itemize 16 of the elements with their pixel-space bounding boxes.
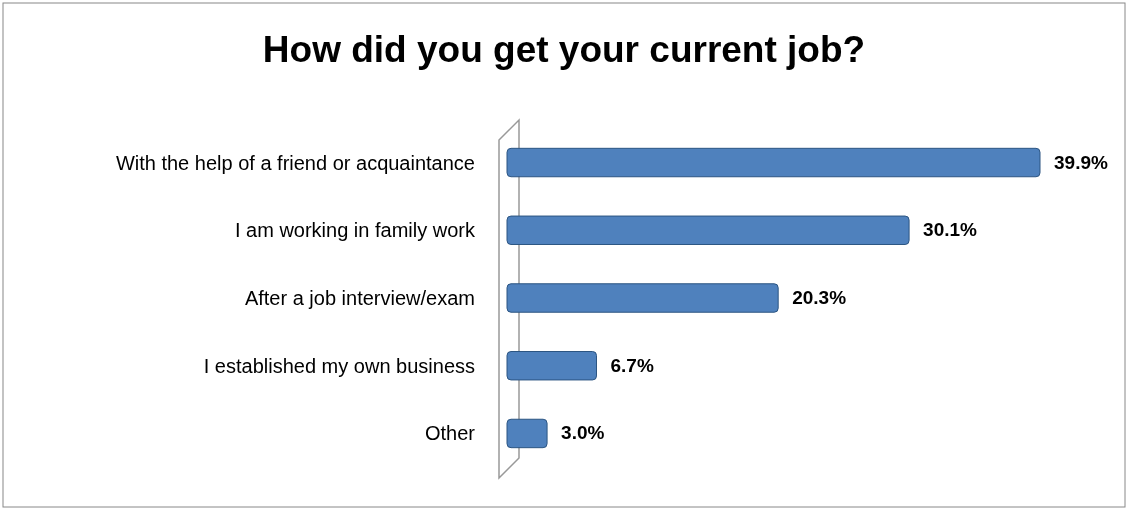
bar — [506, 351, 597, 381]
y-tick-label: I am working in family work — [234, 219, 476, 242]
data-label: 6.7% — [610, 354, 654, 376]
chart-title: How did you get your current job? — [262, 29, 866, 70]
data-label: 3.0% — [561, 422, 605, 444]
data-label: 30.1% — [923, 219, 978, 241]
bar — [506, 147, 1041, 178]
y-tick-label: I established my own business — [203, 354, 475, 377]
bar — [506, 418, 548, 449]
bar — [506, 215, 910, 245]
bar — [506, 283, 779, 313]
y-tick-label: Other — [424, 422, 476, 445]
y-tick-label: After a job interview/exam — [244, 287, 475, 309]
data-label: 39.9% — [1054, 151, 1108, 173]
y-tick-label: With the help of a friend or acquaintance — [115, 151, 475, 174]
data-label: 20.3% — [792, 287, 847, 308]
